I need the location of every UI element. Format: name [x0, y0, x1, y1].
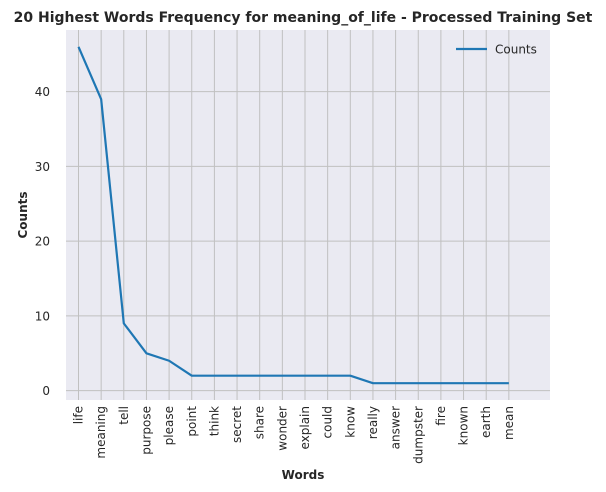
x-tick-label: tell: [117, 406, 131, 425]
legend-label-counts: Counts: [495, 43, 537, 57]
series-line-counts: [77, 46, 509, 385]
x-tick-label: fire: [434, 406, 448, 426]
x-tick-label: could: [321, 406, 335, 439]
chart-title: 20 Highest Words Frequency for meaning_o…: [14, 10, 593, 26]
x-tick-label: wonder: [275, 406, 289, 451]
x-axis-label: Words: [282, 468, 325, 482]
x-tick-label: earth: [479, 406, 493, 438]
x-tick-label: secret: [230, 406, 244, 443]
y-tick-label: 0: [42, 384, 50, 398]
x-tick-label: meaning: [94, 406, 108, 459]
x-tick-label: life: [72, 406, 86, 424]
x-tick-label: known: [457, 406, 471, 445]
y-axis-ticks: 0 10 20 30 40: [35, 85, 50, 398]
x-tick-label: explain: [298, 406, 312, 450]
x-tick-label: mean: [502, 406, 516, 440]
grid-lines: [66, 30, 550, 400]
y-tick-label: 10: [35, 309, 50, 323]
x-axis-ticks: life meaning tell purpose please point think se…: [72, 406, 516, 464]
x-tick-label: purpose: [139, 406, 153, 455]
x-tick-label: answer: [389, 406, 403, 449]
x-tick-label: really: [366, 406, 380, 439]
x-tick-label: please: [162, 406, 176, 445]
y-axis-label: Counts: [16, 191, 30, 238]
x-tick-label: think: [207, 406, 221, 436]
x-tick-label: dumpster: [411, 406, 425, 464]
y-tick-label: 30: [35, 160, 50, 174]
legend: Counts: [456, 43, 537, 57]
y-tick-label: 40: [35, 85, 50, 99]
x-tick-label: share: [253, 406, 267, 439]
x-tick-label: know: [343, 406, 357, 438]
y-tick-label: 20: [35, 235, 50, 249]
x-tick-label: point: [185, 406, 199, 437]
